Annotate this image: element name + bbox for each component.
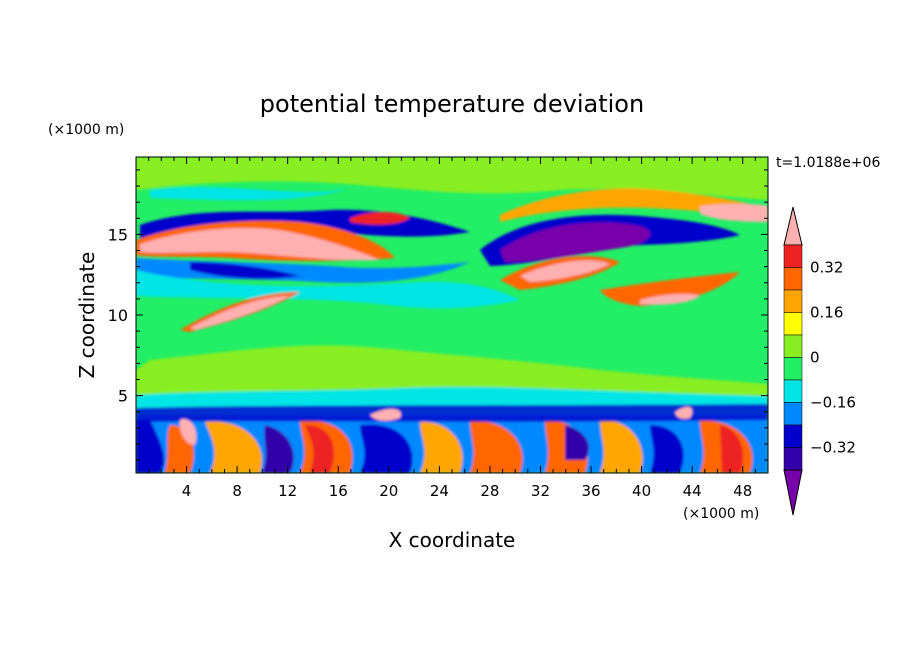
x-tick-label: 16 <box>329 482 348 500</box>
x-tick-label: 36 <box>581 482 600 500</box>
colorbar-tick-label: 0 <box>810 349 820 367</box>
colorbar: 0.32 0.16 0 −0.16 −0.32 <box>783 206 856 516</box>
x-tick-label: 20 <box>379 482 398 500</box>
colorbar-segment <box>783 267 803 291</box>
field-region <box>305 425 334 473</box>
field-region <box>640 293 700 305</box>
y-unit-label: (×1000 m) <box>48 122 124 138</box>
x-tick-label: 32 <box>531 482 550 500</box>
x-tick-label: 48 <box>733 482 752 500</box>
field-region <box>650 425 684 473</box>
heatmap-field <box>136 157 768 473</box>
x-tick-label: 4 <box>182 482 192 500</box>
colorbar-segment <box>783 379 803 403</box>
colorbar-tick-label: 0.16 <box>810 304 843 322</box>
field-region <box>720 425 744 473</box>
colorbar-arrow-top <box>783 206 803 246</box>
colorbar-segment <box>783 289 803 313</box>
field-region <box>565 425 589 460</box>
time-label: t=1.0188e+06 <box>776 155 880 171</box>
field-region <box>370 408 401 421</box>
field-region <box>190 296 290 330</box>
x-unit-label: (×1000 m) <box>683 506 759 522</box>
y-tick-label: 5 <box>118 387 128 406</box>
field-region <box>600 272 740 306</box>
field-region <box>470 420 523 473</box>
y-tick-label: 15 <box>108 225 128 244</box>
field-region <box>190 262 300 279</box>
x-tick-label: 12 <box>278 482 297 500</box>
field-region <box>205 421 262 473</box>
colorbar-segment <box>783 244 803 268</box>
colorbar-segment <box>783 312 803 336</box>
field-region <box>136 404 768 422</box>
x-tick-label: 44 <box>683 482 702 500</box>
chart-title: potential temperature deviation <box>260 90 644 118</box>
colorbar-segment <box>783 424 803 448</box>
field-region <box>600 419 643 473</box>
y-tick-label: 10 <box>108 306 128 325</box>
colorbar-segment <box>783 334 803 358</box>
field-region <box>179 419 197 445</box>
field-region <box>136 157 768 200</box>
colorbar-tick-label: −0.16 <box>810 394 856 412</box>
y-axis: 5 10 15 <box>108 169 768 461</box>
x-tick-label: 8 <box>232 482 242 500</box>
colorbar-segment <box>783 402 803 426</box>
colorbar-segment <box>783 447 803 471</box>
field-region <box>140 228 380 261</box>
x-tick-label: 40 <box>632 482 651 500</box>
colorbar-segment <box>783 357 803 381</box>
field-region <box>136 420 165 473</box>
colorbar-tick-label: 0.32 <box>810 259 843 277</box>
field-region <box>675 406 693 419</box>
field-region <box>520 260 610 282</box>
field-region <box>262 425 294 473</box>
field-region <box>350 212 410 225</box>
x-axis: 4 8 12 16 20 24 28 32 36 40 44 48 <box>148 157 756 500</box>
colorbar-arrow-bottom <box>783 469 803 516</box>
field-region <box>500 222 651 262</box>
colorbar-tick-label: −0.32 <box>810 439 856 457</box>
field-region <box>500 188 768 222</box>
field-region <box>360 424 413 473</box>
field-region <box>420 421 463 473</box>
x-axis-label: X coordinate <box>389 528 516 552</box>
x-tick-label: 24 <box>430 482 449 500</box>
field-region <box>136 270 520 309</box>
y-axis-label: Z coordinate <box>75 252 99 379</box>
field-region <box>150 187 350 201</box>
field-region <box>700 203 768 222</box>
x-tick-label: 28 <box>480 482 499 500</box>
